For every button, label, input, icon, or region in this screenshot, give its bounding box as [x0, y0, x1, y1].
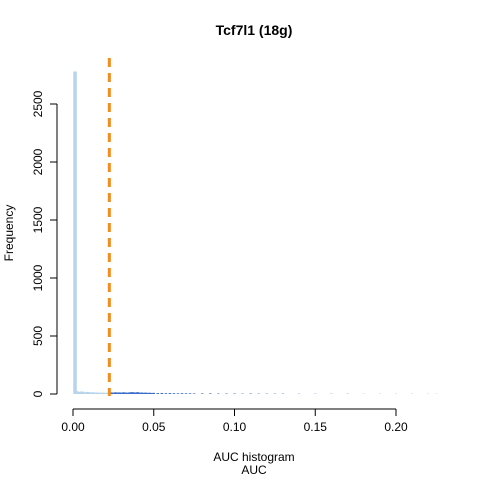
x-tick-label: 0.05: [142, 420, 166, 434]
y-tick-label: 1500: [31, 206, 45, 233]
y-tick-label: 0: [31, 390, 45, 397]
y-tick-label: 2500: [31, 90, 45, 117]
chart-title: Tcf7l1 (18g): [216, 22, 293, 38]
x-tick-label: 0.10: [223, 420, 247, 434]
x-axis-label: AUC histogram: [213, 450, 294, 464]
histogram-bars: [73, 71, 438, 394]
y-tick-label: 1000: [31, 264, 45, 291]
x-tick-label: 0.00: [61, 420, 85, 434]
x-axis: 0.00 0.05 0.10 0.15 0.20: [61, 408, 408, 434]
x-tick-label: 0.15: [304, 420, 328, 434]
x-tick-label: 0.20: [384, 420, 408, 434]
x-axis-sublabel: AUC: [241, 463, 267, 477]
y-axis: 0 500 1000 1500 2000 2500: [31, 90, 58, 397]
y-axis-label: Frequency: [2, 205, 16, 262]
y-tick-label: 500: [31, 326, 45, 346]
y-tick-label: 2000: [31, 148, 45, 175]
